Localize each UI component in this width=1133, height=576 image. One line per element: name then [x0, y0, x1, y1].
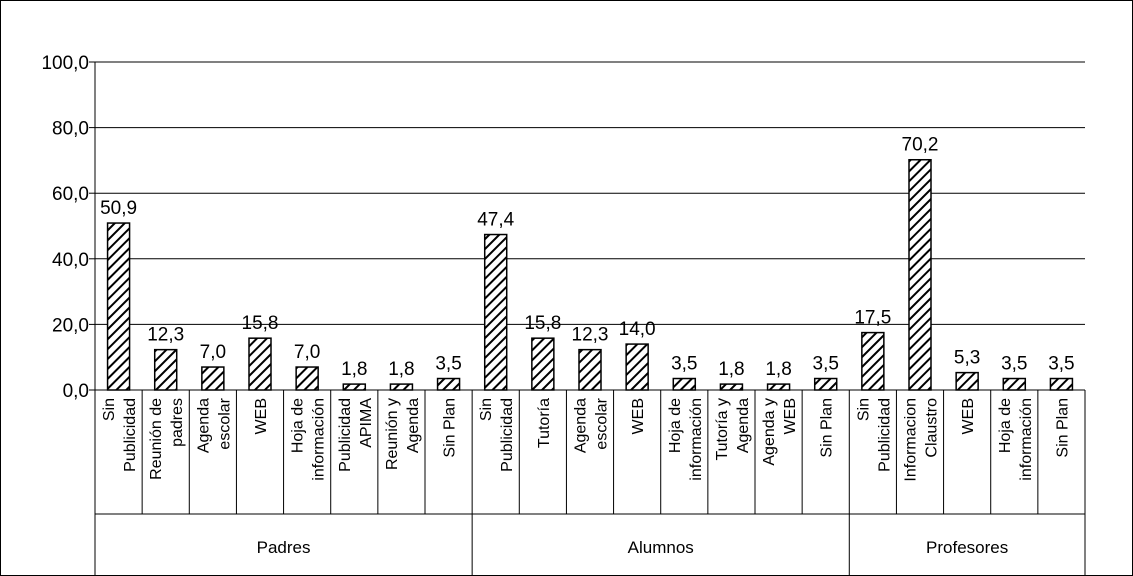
data-label: 3,5 — [1001, 354, 1027, 375]
data-label: 3,5 — [435, 354, 461, 375]
bar — [342, 383, 367, 391]
category-label: APIMA — [358, 398, 375, 448]
category-label: Agenda — [735, 398, 752, 453]
bar — [201, 366, 225, 391]
category-label: WEB — [960, 398, 977, 434]
data-label: 1,8 — [718, 359, 744, 380]
category-label: Publicidad — [499, 398, 516, 472]
bar — [106, 222, 131, 391]
category-label: Agenda — [573, 398, 590, 453]
data-label: 50,9 — [100, 198, 137, 219]
category-label: Hoja de — [997, 398, 1014, 453]
bar — [578, 348, 602, 391]
category-label: Hoja de — [667, 398, 684, 453]
data-label: 14,0 — [619, 319, 656, 340]
category-label: Publicidad — [337, 398, 354, 472]
data-label: 3,5 — [1048, 354, 1074, 375]
category-label: Agenda — [405, 398, 422, 453]
category-label: Agenda y — [761, 398, 778, 466]
group-label: Padres — [257, 538, 311, 557]
data-label: 70,2 — [902, 135, 939, 156]
gridlines — [95, 61, 1085, 325]
category-label: información — [311, 398, 328, 481]
bar — [766, 383, 791, 391]
y-tick-label: 60,0 — [52, 184, 89, 205]
category-label: Hoja de — [290, 398, 307, 453]
data-label: 12,3 — [572, 325, 609, 346]
bar — [531, 337, 555, 391]
category-label: WEB — [782, 398, 799, 434]
data-label: 15,8 — [242, 313, 279, 334]
data-label: 7,0 — [294, 342, 320, 363]
data-label: 3,5 — [813, 354, 839, 375]
category-label: Informacion — [903, 398, 920, 482]
y-tick-label: 20,0 — [52, 315, 89, 336]
bar — [813, 377, 838, 391]
category-label: WEB — [253, 398, 270, 434]
data-label: 1,8 — [765, 359, 791, 380]
y-tick-label: 80,0 — [52, 119, 89, 140]
category-label: padres — [169, 398, 186, 447]
bar — [1002, 377, 1027, 391]
category-label: Sin — [855, 398, 872, 421]
category-label: Sin — [478, 398, 495, 421]
bar — [295, 366, 319, 391]
group-label: Profesores — [926, 538, 1008, 557]
bar — [672, 377, 697, 391]
data-labels: 50,9 12,3 7,0 15,8 7,0 1,8 1,8 3,5 47,4 15,8 12,3 1… — [100, 135, 1075, 380]
category-label: escolar — [216, 397, 233, 449]
category-label: Tutoría — [536, 398, 553, 448]
bar — [861, 331, 885, 391]
category-label: Sin Plan — [442, 398, 459, 458]
y-tick-label: 40,0 — [52, 250, 89, 271]
category-label: Sin Plan — [819, 398, 836, 458]
category-label: Claustro — [924, 398, 941, 458]
category-label: Sin — [101, 398, 118, 421]
data-label: 5,3 — [954, 348, 980, 369]
bar — [955, 371, 979, 391]
bar — [436, 377, 461, 391]
y-tick-label: 100,0 — [41, 53, 89, 74]
data-label: 15,8 — [524, 313, 561, 334]
bar — [153, 348, 178, 391]
data-label: 17,5 — [854, 308, 891, 329]
bar — [908, 158, 932, 391]
data-label: 3,5 — [671, 354, 697, 375]
category-label: Publicidad — [122, 398, 139, 472]
bar — [389, 383, 414, 391]
category-label: Reunión y — [384, 398, 401, 470]
y-tick-label: 0,0 — [63, 381, 89, 402]
bar — [248, 337, 272, 391]
bar — [719, 383, 744, 391]
bar — [1049, 377, 1074, 391]
data-label: 12,3 — [147, 325, 184, 346]
bar — [483, 233, 508, 391]
group-label: Alumnos — [628, 538, 694, 557]
category-label: escolar — [594, 397, 611, 449]
bars — [106, 158, 1074, 391]
category-label: información — [1018, 398, 1035, 481]
category-label: información — [688, 398, 705, 481]
data-label: 1,8 — [341, 359, 367, 380]
category-label: Publicidad — [876, 398, 893, 472]
category-label: Agenda — [195, 398, 212, 453]
category-label: Tutoría y — [714, 398, 731, 461]
data-label: 47,4 — [477, 210, 514, 231]
category-axis: Sin Publicidad Reunión de padres Agenda escol… — [94, 390, 1086, 575]
bar — [625, 343, 649, 391]
data-label: 1,8 — [388, 359, 414, 380]
category-label: Reunión de — [148, 398, 165, 480]
category-label: Sin Plan — [1054, 398, 1071, 458]
data-label: 7,0 — [200, 342, 226, 363]
category-label: WEB — [630, 398, 647, 434]
